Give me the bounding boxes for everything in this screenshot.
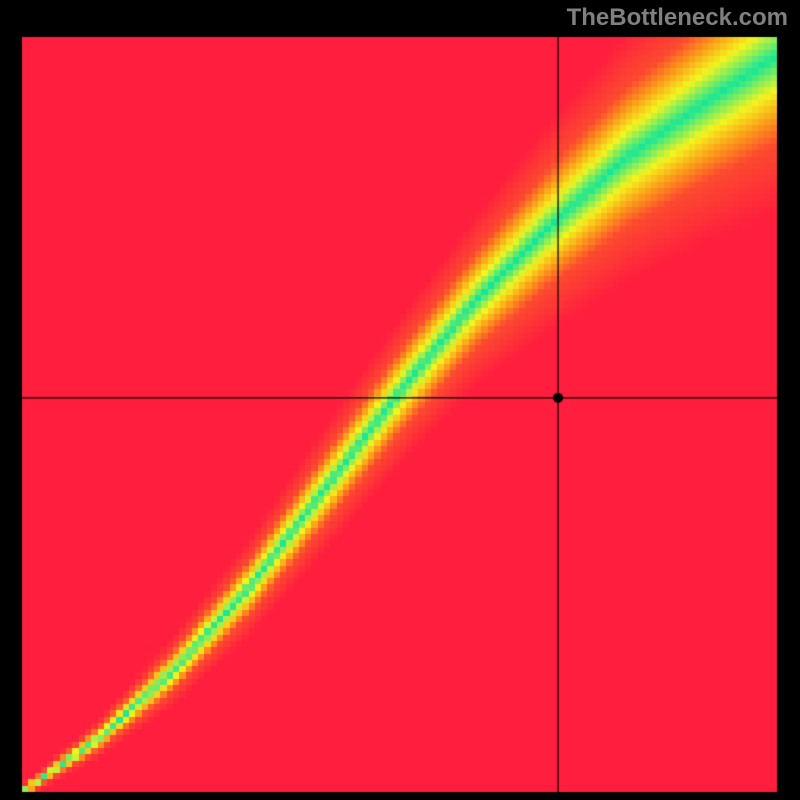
attribution-text: TheBottleneck.com (567, 4, 788, 32)
bottleneck-heatmap (0, 0, 800, 800)
chart-container: TheBottleneck.com (0, 0, 800, 800)
